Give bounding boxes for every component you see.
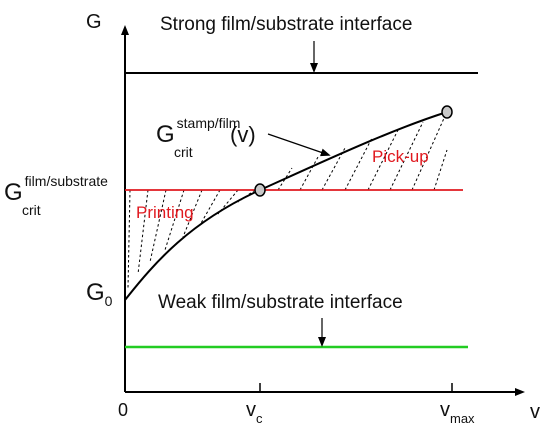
stamp-film-sub: crit <box>174 144 193 160</box>
vmax-label: vmax <box>440 399 475 426</box>
vc-label: vc <box>246 399 263 426</box>
y-axis-label: G <box>86 11 102 33</box>
x-axis-label: v <box>530 401 540 423</box>
vmax-marker <box>441 105 453 119</box>
printing-region-label: Printing <box>136 203 194 222</box>
pickup-hatch <box>277 115 448 191</box>
g0-label: G0 <box>86 279 113 309</box>
critical-substrate-sub: crit <box>22 202 41 218</box>
pickup-region-label: Pick-up <box>372 147 429 166</box>
weak-interface-label: Weak film/substrate interface <box>158 292 403 313</box>
vc-intersection-marker <box>254 183 266 197</box>
origin-label: 0 <box>118 400 128 420</box>
strong-interface-label: Strong film/substrate interface <box>160 14 412 35</box>
stamp-film-pointer <box>267 133 331 157</box>
stamp-film-arg: (v) <box>230 122 256 147</box>
